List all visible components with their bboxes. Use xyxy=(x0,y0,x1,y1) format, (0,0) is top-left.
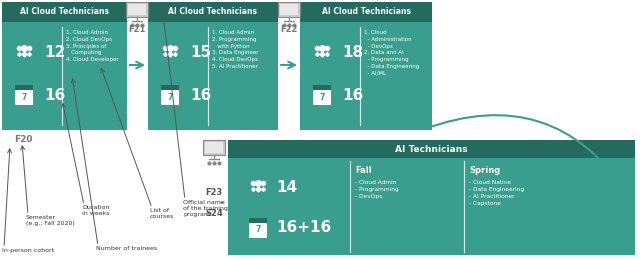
Text: 15: 15 xyxy=(190,45,211,60)
Text: AI Cloud Technicians: AI Cloud Technicians xyxy=(168,8,257,17)
Bar xyxy=(15,85,33,90)
Text: 16: 16 xyxy=(342,88,364,103)
Text: Duration
in weeks: Duration in weeks xyxy=(82,205,109,216)
Text: Spring: Spring xyxy=(469,166,500,175)
Text: - Cloud Admin
- Programming
- DevOps: - Cloud Admin - Programming - DevOps xyxy=(355,180,399,199)
Text: AI Cloud Technicians: AI Cloud Technicians xyxy=(321,8,410,17)
Text: 16+16: 16+16 xyxy=(276,220,332,235)
Text: 1. Cloud Admin
2. Cloud DevOps
3. Principles of
   Computing
4. Cloud Developer: 1. Cloud Admin 2. Cloud DevOps 3. Princi… xyxy=(66,30,118,62)
Text: - Cloud Native
- Data Engineering
- AI Practitioner
- Capstone: - Cloud Native - Data Engineering - AI P… xyxy=(469,180,524,206)
Text: 16: 16 xyxy=(44,88,65,103)
Bar xyxy=(2,2,127,22)
Text: F23
-
S24: F23 - S24 xyxy=(205,188,223,218)
Text: 16: 16 xyxy=(190,88,211,103)
Bar xyxy=(228,158,635,255)
Text: Fall: Fall xyxy=(355,166,372,175)
Bar xyxy=(161,85,179,90)
Bar xyxy=(128,4,146,15)
Text: 7: 7 xyxy=(255,225,260,234)
Text: 18: 18 xyxy=(342,45,363,60)
Bar xyxy=(228,140,635,158)
Text: AI Cloud Technicians: AI Cloud Technicians xyxy=(20,8,109,17)
Text: F22: F22 xyxy=(280,25,298,34)
Bar xyxy=(148,2,278,22)
Text: 7: 7 xyxy=(319,93,324,102)
Text: AI Technicians: AI Technicians xyxy=(395,145,468,154)
Bar xyxy=(249,218,267,238)
Text: 1. Cloud
  - Administration
  - DevOps
2. Data and AI
  - Programming
  - Data E: 1. Cloud - Administration - DevOps 2. Da… xyxy=(364,30,419,76)
Bar xyxy=(300,2,432,22)
Bar xyxy=(161,85,179,105)
Bar xyxy=(203,140,225,155)
Bar xyxy=(2,22,127,130)
Text: Number of trainees: Number of trainees xyxy=(96,246,157,251)
Bar xyxy=(15,85,33,105)
Text: Semester
(e.g., Fall 2020): Semester (e.g., Fall 2020) xyxy=(26,215,75,226)
Bar xyxy=(313,85,331,90)
Bar xyxy=(313,85,331,105)
Text: List of
courses: List of courses xyxy=(150,208,174,219)
Text: F21: F21 xyxy=(128,25,146,34)
Text: F20: F20 xyxy=(14,135,33,144)
Text: 1. Cloud Admin
2. Programming
   with Python
3. Data Engineer
4. Cloud DevOps
5.: 1. Cloud Admin 2. Programming with Pytho… xyxy=(212,30,259,69)
Text: In-person cohort: In-person cohort xyxy=(2,248,54,253)
Bar xyxy=(148,22,278,130)
Text: 7: 7 xyxy=(21,93,27,102)
Text: 12: 12 xyxy=(44,45,65,60)
Bar xyxy=(126,2,148,17)
Bar xyxy=(300,22,432,130)
Text: Official name
of the training
program: Official name of the training program xyxy=(183,200,228,217)
Bar xyxy=(249,218,267,223)
Bar xyxy=(205,142,223,153)
Bar xyxy=(278,2,300,17)
Text: 14: 14 xyxy=(276,179,297,195)
Bar xyxy=(280,4,298,15)
Text: 7: 7 xyxy=(167,93,173,102)
